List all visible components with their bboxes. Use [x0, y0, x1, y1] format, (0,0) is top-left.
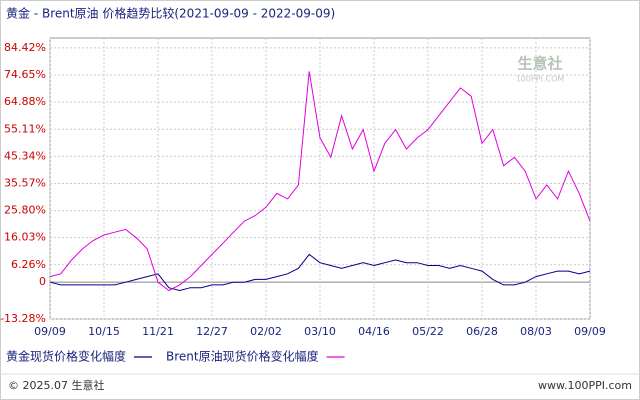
y-tick-label: 16.03% [4, 231, 46, 244]
y-tick-label: 84.42% [4, 41, 46, 54]
y-tick-label: 74.65% [4, 68, 46, 81]
chart-title: 黄金 - Brent原油 价格趋势比较(2021-09-09 - 2022-09… [6, 6, 335, 21]
x-tick-label: 03/10 [304, 325, 336, 338]
y-tick-label: 55.11% [4, 122, 46, 135]
y-tick-label: -13.28% [0, 312, 46, 325]
x-tick-label: 10/15 [88, 325, 120, 338]
watermark: 生意社 [517, 55, 562, 73]
y-tick-label: 0 [39, 275, 46, 288]
x-tick-label: 08/03 [520, 325, 552, 338]
x-tick-label: 04/16 [358, 325, 390, 338]
legend-label: 黄金现货价格变化幅度 [6, 349, 126, 364]
x-tick-label: 05/22 [412, 325, 444, 338]
x-tick-label: 09/09 [574, 325, 606, 338]
x-tick-label: 09/09 [34, 325, 66, 338]
watermark-url: 100PPI.COM [516, 75, 565, 84]
series-line [49, 71, 591, 292]
x-tick-label: 02/02 [250, 325, 282, 338]
y-tick-label: 35.57% [4, 176, 46, 189]
y-tick-label: 6.26% [11, 258, 46, 271]
x-tick-label: 12/27 [196, 325, 228, 338]
y-tick-label: 45.34% [4, 149, 46, 162]
footer-right: www.100PPI.com [538, 379, 632, 392]
x-tick-label: 06/28 [466, 325, 498, 338]
series-line [49, 253, 591, 292]
x-tick-label: 11/21 [142, 325, 174, 338]
y-tick-label: 64.88% [4, 95, 46, 108]
y-tick-label: 25.80% [4, 204, 46, 217]
footer-left: © 2025.07 生意社 [8, 378, 104, 392]
legend-label: Brent原油现货价格变化幅度 [166, 349, 319, 364]
